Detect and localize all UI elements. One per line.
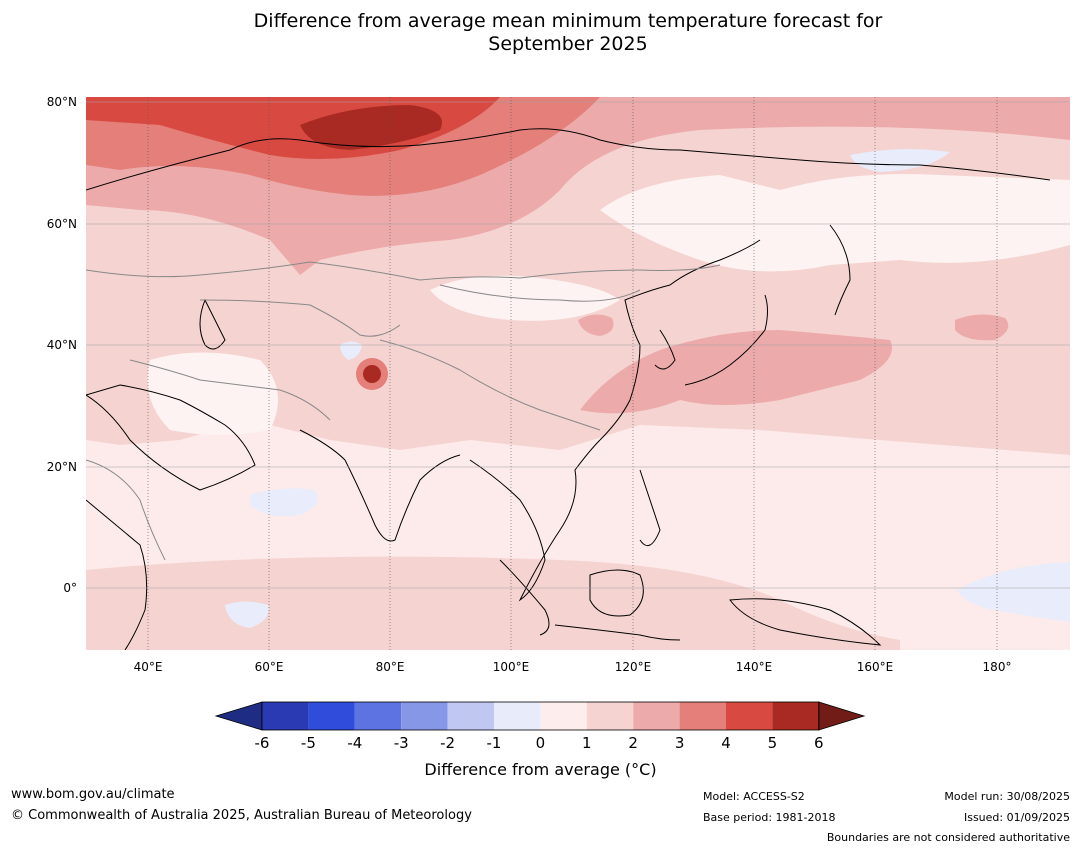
base-period-text: Base period: 1981-2018 bbox=[703, 811, 836, 824]
coastline-caspian bbox=[199, 298, 226, 350]
colorbar-swatch bbox=[494, 702, 541, 730]
lat-label-60n: 60°N bbox=[47, 217, 77, 231]
coastline-eurasia-north bbox=[86, 128, 1051, 191]
colorbar-tick-label: -4 bbox=[347, 734, 362, 752]
copyright-text: © Commonwealth of Australia 2025, Austra… bbox=[11, 808, 472, 823]
coastline-china-east bbox=[599, 239, 761, 441]
website-link[interactable]: www.bom.gov.au/climate bbox=[11, 787, 175, 802]
colorbar-tick-label: -3 bbox=[394, 734, 409, 752]
coastline-philippines bbox=[639, 469, 661, 547]
lat-label-40n: 40°N bbox=[47, 338, 77, 352]
colorbar-swatch bbox=[586, 702, 634, 730]
disclaimer-text: Boundaries are not considered authoritat… bbox=[826, 831, 1070, 844]
colorbar-tick-labels: -6 -5 -4 -3 -2 -1 0 1 2 3 4 5 6 bbox=[255, 734, 824, 752]
longitude-labels: 40°E 60°E 80°E 100°E 120°E 140°E 160°E 1… bbox=[134, 660, 1012, 674]
coastline-borneo bbox=[589, 569, 644, 617]
country-borders bbox=[86, 261, 721, 561]
lon-label-80e: 80°E bbox=[376, 660, 405, 674]
anomaly-region-negative-1 bbox=[250, 488, 318, 517]
coastline-sumatra bbox=[499, 559, 550, 636]
colorbar-tick-label: -6 bbox=[255, 734, 270, 752]
colorbar-label: Difference from average (°C) bbox=[424, 760, 657, 779]
border-middle-east bbox=[129, 359, 331, 421]
title-line-1: Difference from average mean minimum tem… bbox=[253, 10, 883, 32]
lon-label-60e: 60°E bbox=[255, 660, 284, 674]
border-russia-south bbox=[86, 261, 721, 281]
coastline-africa-east bbox=[86, 499, 148, 650]
colorbar-swatch bbox=[679, 702, 726, 730]
border-china-west bbox=[379, 339, 601, 431]
issued-text: Issued: 01/09/2025 bbox=[963, 811, 1070, 824]
lon-label-160e: 160°E bbox=[857, 660, 894, 674]
lat-label-80n: 80°N bbox=[47, 95, 77, 109]
anomaly-region-5to6 bbox=[300, 105, 442, 150]
coastline-kamchatka bbox=[829, 224, 851, 316]
border-africa bbox=[86, 459, 166, 561]
hotspot-inner bbox=[363, 365, 381, 383]
anomaly-region-neutral-1 bbox=[600, 174, 1070, 272]
colorbar-swatch bbox=[540, 702, 587, 730]
lon-label-120e: 120°E bbox=[615, 660, 652, 674]
anomaly-region-negative-5 bbox=[340, 341, 362, 360]
colorbar-swatch bbox=[354, 702, 402, 730]
anomaly-region-2to3-pacific bbox=[955, 314, 1009, 341]
colorbar-tick-label: 2 bbox=[628, 734, 638, 752]
model-text: Model: ACCESS-S2 bbox=[703, 790, 805, 803]
lon-label-40e: 40°E bbox=[134, 660, 163, 674]
anomaly-region-neutral-3 bbox=[147, 352, 278, 435]
colorbar-tick-label: -1 bbox=[487, 734, 502, 752]
colorbar-swatch bbox=[726, 702, 773, 730]
colorbar-tick-label: 1 bbox=[582, 734, 592, 752]
gridlines bbox=[86, 97, 1070, 650]
border-central-asia bbox=[199, 299, 401, 337]
colorbar-extend-high bbox=[818, 701, 866, 731]
colorbar-extend-low bbox=[214, 701, 263, 731]
border-mongolia bbox=[439, 284, 641, 302]
map-area bbox=[86, 97, 1070, 650]
anomaly-region-negative-2 bbox=[225, 601, 269, 628]
lon-label-140e: 140°E bbox=[736, 660, 773, 674]
colorbar-tick-label: 4 bbox=[721, 734, 731, 752]
anomaly-region-2to3-east bbox=[580, 330, 892, 414]
colorbar-swatch bbox=[772, 702, 819, 730]
lat-label-20n: 20°N bbox=[47, 460, 77, 474]
colorbar: -6 -5 -4 -3 -2 -1 0 1 2 3 4 5 6 bbox=[214, 701, 866, 752]
colorbar-tick-label: -5 bbox=[301, 734, 316, 752]
latitude-labels: 80°N 60°N 40°N 20°N 0° bbox=[47, 95, 77, 595]
colorbar-swatch bbox=[262, 702, 309, 730]
coastline-india bbox=[299, 429, 461, 542]
anomaly-region-negative-3 bbox=[958, 562, 1070, 622]
lon-label-180: 180° bbox=[983, 660, 1012, 674]
coastline-java bbox=[554, 624, 681, 641]
model-run-text: Model run: 30/08/2025 bbox=[944, 790, 1070, 803]
coastline-japan bbox=[684, 294, 768, 386]
colorbar-tick-label: 5 bbox=[768, 734, 778, 752]
colorbar-tick-label: -2 bbox=[440, 734, 455, 752]
coastline-arabia bbox=[86, 384, 256, 491]
colorbar-tick-label: 3 bbox=[675, 734, 685, 752]
coastlines bbox=[86, 128, 1051, 650]
title-line-2: September 2025 bbox=[488, 33, 648, 55]
colorbar-tick-label: 0 bbox=[536, 734, 546, 752]
coastline-indochina bbox=[469, 439, 601, 602]
coastline-korea bbox=[654, 329, 676, 370]
colorbar-outline bbox=[261, 701, 820, 731]
colorbar-swatch bbox=[401, 702, 448, 730]
lon-label-100e: 100°E bbox=[493, 660, 530, 674]
colorbar-swatch bbox=[447, 702, 494, 730]
chart-title: Difference from average mean minimum tem… bbox=[0, 10, 1081, 56]
anomaly-region-1to2-south bbox=[86, 556, 900, 650]
coastline-new-guinea bbox=[729, 598, 882, 646]
anomaly-region-2to3-china bbox=[578, 314, 614, 336]
lat-label-0: 0° bbox=[63, 581, 77, 595]
colorbar-swatch bbox=[633, 702, 680, 730]
colorbar-tick-label: 6 bbox=[814, 734, 824, 752]
colorbar-swatch bbox=[308, 702, 355, 730]
